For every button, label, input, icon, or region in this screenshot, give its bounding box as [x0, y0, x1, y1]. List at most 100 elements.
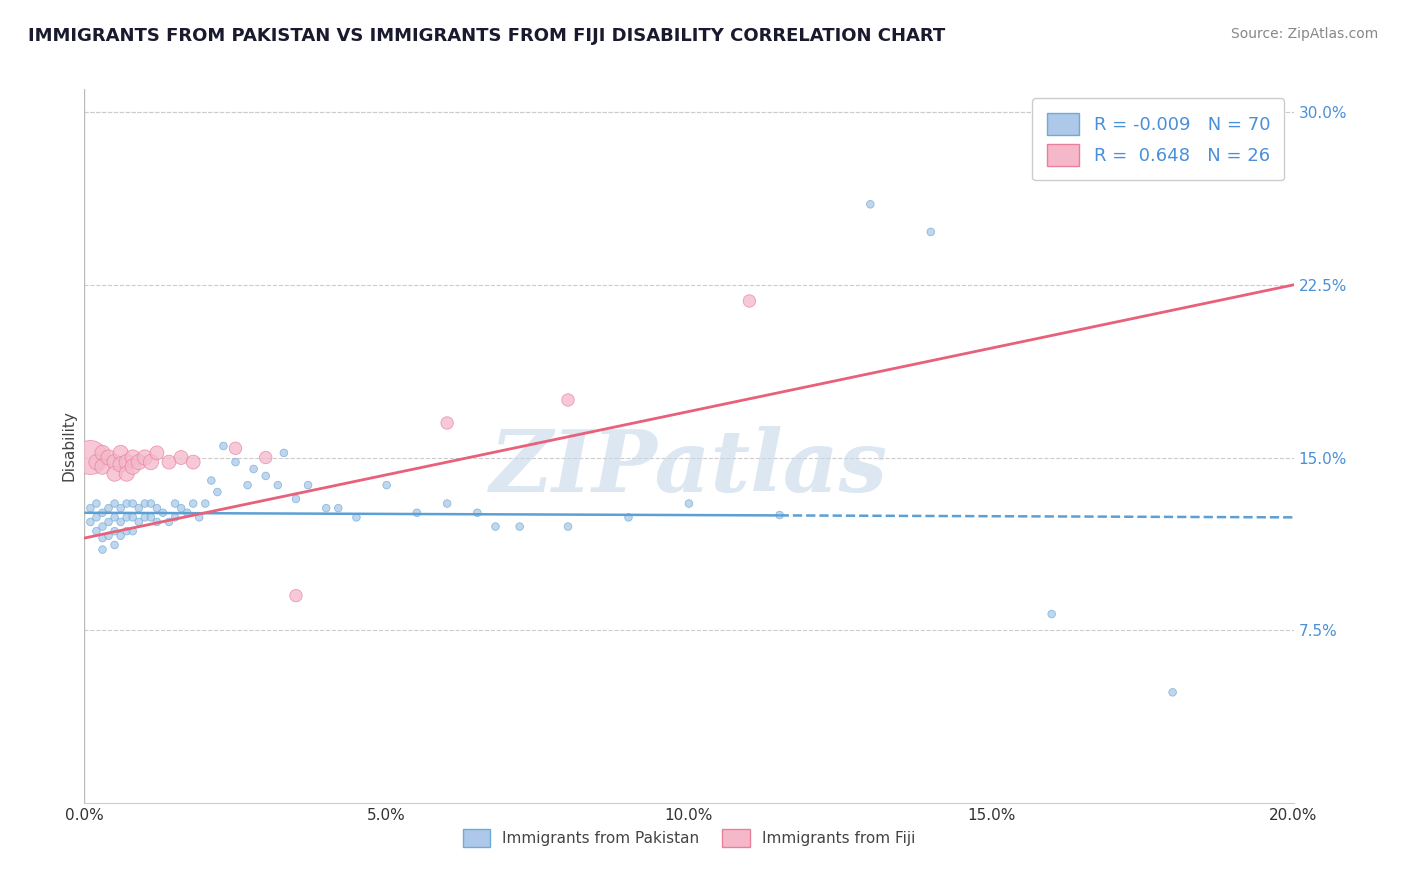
Point [91, 506, 114, 520]
Point [436, 416, 458, 430]
Point [146, 501, 169, 516]
Point [128, 455, 150, 469]
Point [236, 478, 259, 492]
Point [557, 392, 579, 407]
Point [738, 293, 761, 308]
Point [375, 478, 398, 492]
Point [467, 506, 489, 520]
Point [79, 501, 101, 516]
Legend: Immigrants from Pakistan, Immigrants from Fiji: Immigrants from Pakistan, Immigrants fro… [450, 816, 928, 859]
Point [91, 459, 114, 474]
Point [157, 515, 180, 529]
Point [91, 531, 114, 545]
Y-axis label: Disability: Disability [60, 410, 76, 482]
Point [170, 501, 193, 516]
Point [225, 455, 247, 469]
Point [104, 524, 127, 538]
Point [134, 497, 156, 511]
Point [86, 524, 108, 538]
Point [110, 515, 132, 529]
Point [86, 497, 108, 511]
Point [285, 589, 308, 603]
Point [273, 446, 295, 460]
Point [134, 510, 156, 524]
Point [110, 501, 132, 516]
Point [678, 497, 700, 511]
Point [121, 450, 143, 465]
Text: IMMIGRANTS FROM PAKISTAN VS IMMIGRANTS FROM FIJI DISABILITY CORRELATION CHART: IMMIGRANTS FROM PAKISTAN VS IMMIGRANTS F… [28, 27, 945, 45]
Point [139, 455, 162, 469]
Point [79, 515, 101, 529]
Point [115, 467, 138, 481]
Point [254, 469, 277, 483]
Point [110, 458, 132, 472]
Point [152, 506, 174, 520]
Point [110, 529, 132, 543]
Point [346, 510, 368, 524]
Point [86, 455, 108, 469]
Point [181, 497, 204, 511]
Point [115, 455, 138, 469]
Point [225, 442, 247, 456]
Point [181, 455, 204, 469]
Point [97, 529, 120, 543]
Point [91, 542, 114, 557]
Point [115, 524, 138, 538]
Point [97, 515, 120, 529]
Point [165, 497, 187, 511]
Point [121, 459, 143, 474]
Point [207, 485, 229, 500]
Point [146, 515, 169, 529]
Point [436, 497, 458, 511]
Point [188, 510, 211, 524]
Point [170, 450, 193, 465]
Point [617, 510, 640, 524]
Point [200, 474, 222, 488]
Point [328, 501, 350, 516]
Point [134, 450, 156, 465]
Point [1040, 607, 1063, 621]
Point [557, 519, 579, 533]
Point [115, 510, 138, 524]
Point [1161, 685, 1184, 699]
Text: Source: ZipAtlas.com: Source: ZipAtlas.com [1230, 27, 1378, 41]
Point [242, 462, 264, 476]
Point [139, 497, 162, 511]
Point [315, 501, 337, 516]
Point [267, 478, 290, 492]
Point [146, 446, 169, 460]
Point [91, 446, 114, 460]
Point [104, 538, 127, 552]
Point [165, 510, 187, 524]
Point [194, 497, 217, 511]
Point [484, 519, 506, 533]
Point [115, 497, 138, 511]
Point [769, 508, 792, 522]
Point [212, 439, 235, 453]
Point [297, 478, 319, 492]
Point [139, 510, 162, 524]
Point [406, 506, 429, 520]
Point [86, 510, 108, 524]
Point [509, 519, 531, 533]
Point [285, 491, 308, 506]
Point [128, 501, 150, 516]
Point [97, 450, 120, 465]
Point [104, 510, 127, 524]
Point [104, 467, 127, 481]
Point [121, 497, 143, 511]
Point [859, 197, 882, 211]
Point [157, 455, 180, 469]
Point [104, 497, 127, 511]
Point [104, 455, 127, 469]
Text: ZIPatlas: ZIPatlas [489, 425, 889, 509]
Point [121, 524, 143, 538]
Point [920, 225, 942, 239]
Point [91, 519, 114, 533]
Point [128, 515, 150, 529]
Point [254, 450, 277, 465]
Point [97, 501, 120, 516]
Point [110, 446, 132, 460]
Point [121, 510, 143, 524]
Point [176, 506, 198, 520]
